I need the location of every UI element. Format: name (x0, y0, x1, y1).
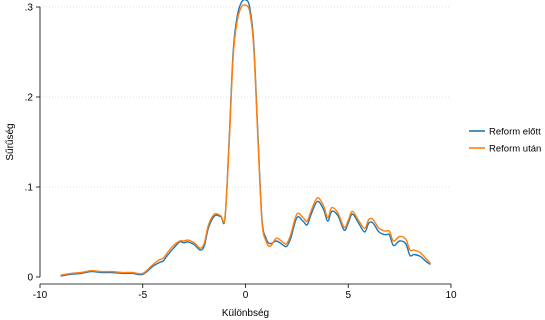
y-tick-label-0: 0 (27, 273, 33, 284)
y-tick-label-2: .2 (25, 93, 34, 104)
y-tick-label-3: .3 (25, 3, 34, 14)
series-lines (60, 0, 431, 277)
x-tick-label-1: -5 (138, 290, 147, 301)
grid-lines (40, 6, 451, 188)
legend-label-0: Reform előtt (489, 127, 541, 138)
y-tick-label-1: .1 (25, 183, 34, 194)
ticks: -10 -5 0 5 10 0 .1 .2 .3 (25, 3, 457, 302)
axes (39, 7, 451, 285)
x-tick-label-2: 0 (243, 290, 249, 301)
y-axis-title: Sűrűség (5, 123, 16, 160)
x-tick-label-0: -10 (33, 290, 48, 301)
legend: Reform előtt Reform után (469, 127, 541, 155)
x-tick-label-4: 10 (445, 290, 457, 301)
x-tick-label-3: 5 (345, 290, 351, 301)
series-line-0 (60, 0, 431, 277)
x-axis-title: Különbség (222, 308, 269, 319)
series-line-1 (60, 4, 431, 276)
legend-label-1: Reform után (489, 144, 541, 155)
